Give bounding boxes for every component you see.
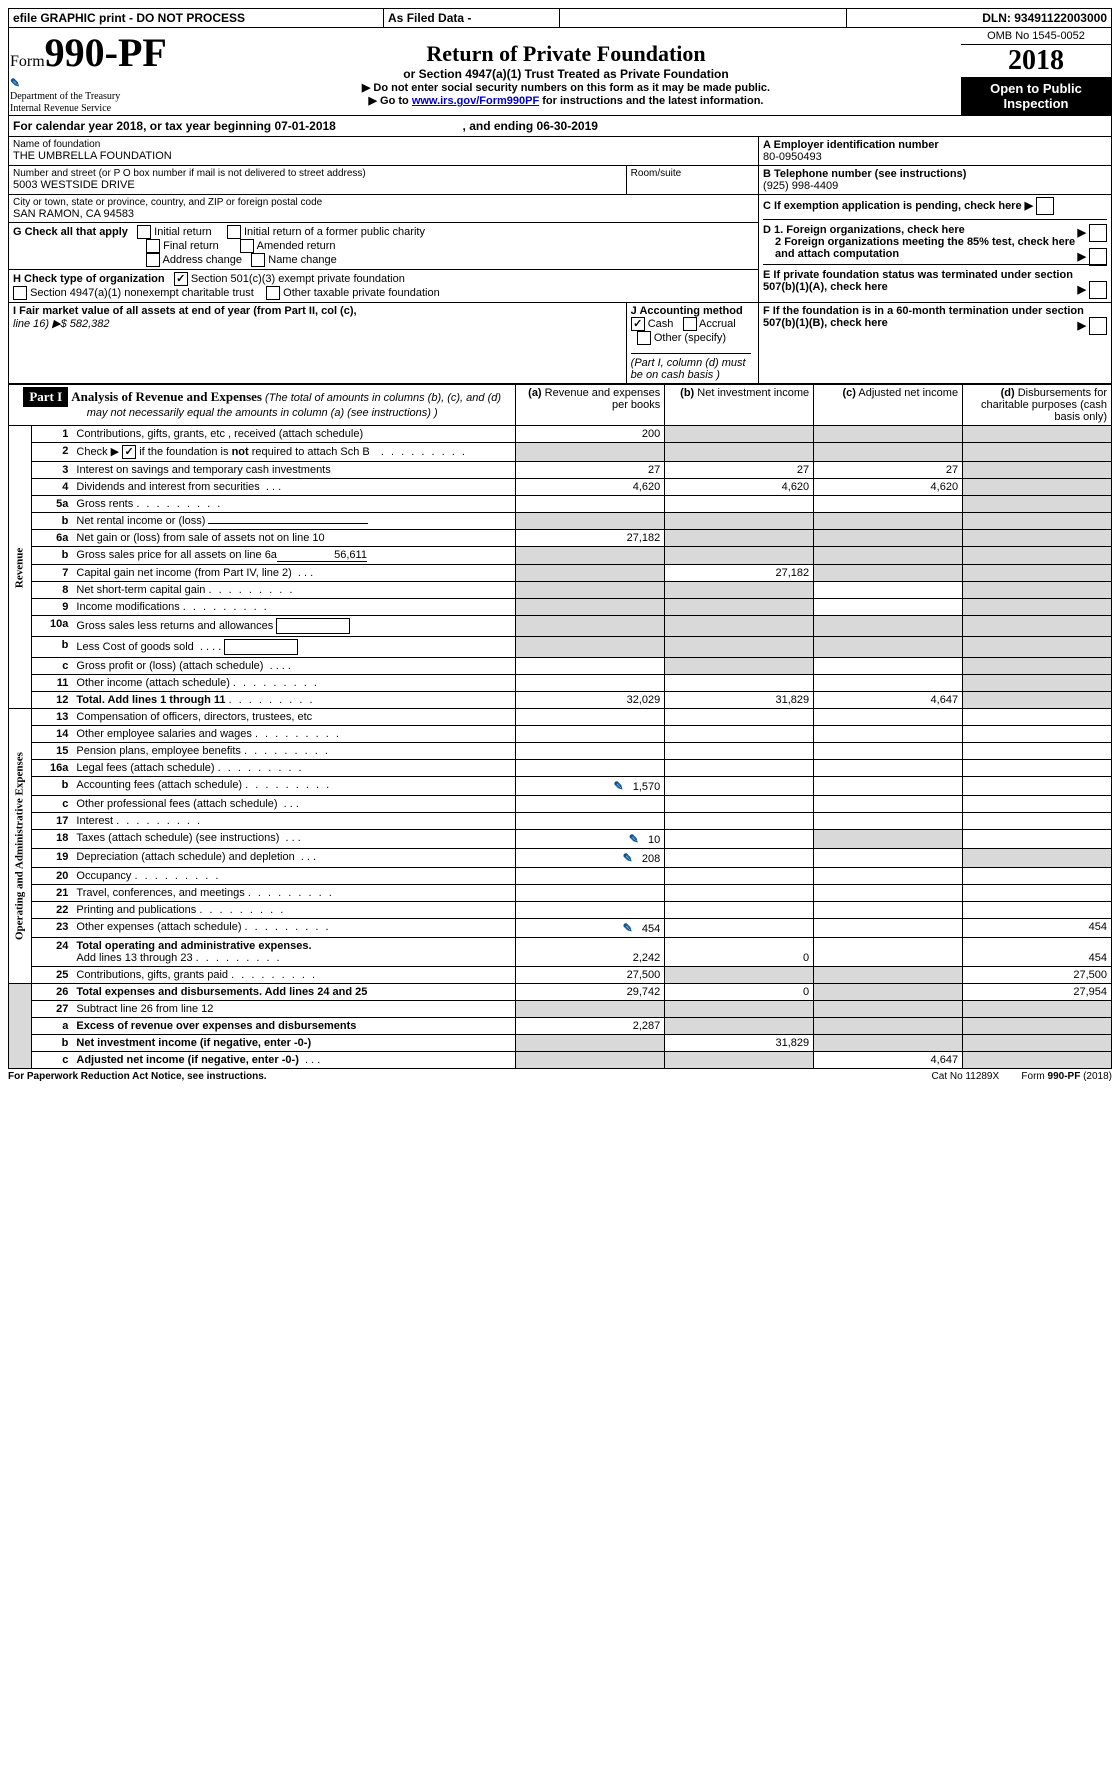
- cal-end: 06-30-2019: [537, 119, 598, 133]
- j-cash-checkbox[interactable]: ✓: [631, 317, 645, 331]
- tel-label: B Telephone number (see instructions): [763, 168, 1107, 180]
- j-cash: Cash: [648, 318, 674, 330]
- col-a: Revenue and expenses per books: [545, 387, 661, 411]
- g-initial: Initial return: [154, 226, 211, 238]
- g-name-checkbox[interactable]: [251, 253, 265, 267]
- h2: Section 4947(a)(1) nonexempt charitable …: [30, 287, 254, 299]
- addr-value: 5003 WESTSIDE DRIVE: [13, 179, 622, 191]
- f-label: F If the foundation is in a 60-month ter…: [763, 305, 1084, 329]
- g-former-checkbox[interactable]: [227, 225, 241, 239]
- j-accrual-checkbox[interactable]: [683, 317, 697, 331]
- instr-link[interactable]: www.irs.gov/Form990PF: [412, 95, 539, 107]
- d1-label: D 1. Foreign organizations, check here: [763, 224, 965, 236]
- footer-left: For Paperwork Reduction Act Notice, see …: [8, 1071, 267, 1082]
- side-revenue: Revenue: [9, 426, 32, 709]
- header-bar: efile GRAPHIC print - DO NOT PROCESS As …: [8, 8, 1112, 28]
- efile-label: efile GRAPHIC print - DO NOT PROCESS: [9, 9, 384, 28]
- part1-title: Analysis of Revenue and Expenses: [71, 389, 262, 404]
- g-name: Name change: [268, 254, 337, 266]
- part1-badge: Part I: [23, 387, 68, 407]
- d2-label: 2 Foreign organizations meeting the 85% …: [775, 236, 1075, 260]
- row-num: 1: [32, 426, 73, 443]
- g-amended: Amended return: [257, 240, 336, 252]
- g-amended-checkbox[interactable]: [240, 239, 254, 253]
- instr-2-pre: ▶ Go to: [369, 95, 412, 107]
- sub-title: or Section 4947(a)(1) Trust Treated as P…: [172, 67, 960, 81]
- h2-checkbox[interactable]: [13, 286, 27, 300]
- form-number: 990-PF: [45, 30, 167, 75]
- attach-icon[interactable]: ✎: [623, 921, 633, 935]
- attach-icon: ✎: [10, 76, 20, 90]
- j-label: J Accounting method: [631, 305, 743, 317]
- j-other-checkbox[interactable]: [637, 331, 651, 345]
- g-initial-checkbox[interactable]: [137, 225, 151, 239]
- open-public: Open to Public Inspection: [961, 77, 1111, 115]
- cal-mid: , and ending: [463, 119, 537, 133]
- d2-checkbox[interactable]: [1089, 248, 1107, 266]
- g-former: Initial return of a former public charit…: [244, 226, 425, 238]
- foundation-name: THE UMBRELLA FOUNDATION: [13, 150, 754, 162]
- addr-label: Number and street (or P O box number if …: [13, 168, 622, 179]
- instr-1: ▶ Do not enter social security numbers o…: [172, 81, 960, 94]
- col-b: Net investment income: [697, 387, 809, 399]
- h1: Section 501(c)(3) exempt private foundat…: [191, 273, 405, 285]
- e-checkbox[interactable]: [1089, 281, 1107, 299]
- city-value: SAN RAMON, CA 94583: [13, 208, 754, 220]
- dept-line-2: Internal Revenue Service: [10, 103, 111, 114]
- row-desc: Contributions, gifts, grants, etc , rece…: [72, 426, 515, 443]
- instr-2-post: for instructions and the latest informat…: [539, 95, 763, 107]
- attach-icon[interactable]: ✎: [629, 832, 639, 846]
- form-prefix: Form: [10, 53, 45, 70]
- footer: For Paperwork Reduction Act Notice, see …: [8, 1069, 1112, 1082]
- part1-table: Part I Analysis of Revenue and Expenses …: [8, 384, 1112, 1069]
- dept-line-1: Department of the Treasury: [10, 91, 120, 102]
- attach-icon[interactable]: ✎: [623, 851, 633, 865]
- attach-icon[interactable]: ✎: [614, 779, 624, 793]
- c-checkbox[interactable]: [1036, 197, 1054, 215]
- h3: Other taxable private foundation: [283, 287, 440, 299]
- footer-mid: Cat No 11289X: [932, 1071, 1000, 1082]
- g-final-checkbox[interactable]: [146, 239, 160, 253]
- j-note: (Part I, column (d) must be on cash basi…: [631, 357, 746, 381]
- col-c: Adjusted net income: [858, 387, 958, 399]
- identification-block: Name of foundation THE UMBRELLA FOUNDATI…: [8, 137, 1112, 384]
- g-addr: Address change: [163, 254, 243, 266]
- i-line: line 16) ▶$ 582,382: [13, 318, 110, 330]
- room-label: Room/suite: [631, 168, 754, 179]
- tax-year: 2018: [961, 45, 1111, 77]
- d1-checkbox[interactable]: [1089, 224, 1107, 242]
- cal-begin: 07-01-2018: [274, 119, 335, 133]
- g-final: Final return: [163, 240, 219, 252]
- side-expenses: Operating and Administrative Expenses: [9, 709, 32, 984]
- e-label: E If private foundation status was termi…: [763, 269, 1073, 293]
- ein-label: A Employer identification number: [763, 139, 1107, 151]
- h-label: H Check type of organization: [13, 273, 165, 285]
- i-label: I Fair market value of all assets at end…: [13, 305, 357, 317]
- j-accrual: Accrual: [699, 318, 736, 330]
- title-block: Form990-PF ✎ Department of the Treasury …: [8, 28, 1112, 116]
- dln-value: 93491122003000: [1014, 11, 1107, 25]
- dln-label: DLN:: [982, 11, 1011, 25]
- main-title: Return of Private Foundation: [172, 41, 960, 67]
- city-label: City or town, state or province, country…: [13, 197, 754, 208]
- ein-value: 80-0950493: [763, 151, 1107, 163]
- j-other: Other (specify): [654, 332, 726, 344]
- cal-pre: For calendar year 2018, or tax year begi…: [13, 119, 274, 133]
- row-val-a: 200: [516, 426, 665, 443]
- tel-value: (925) 998-4409: [763, 180, 1107, 192]
- f-checkbox[interactable]: [1089, 317, 1107, 335]
- name-label: Name of foundation: [13, 139, 754, 150]
- schb-checkbox[interactable]: ✓: [122, 445, 136, 459]
- g-label: G Check all that apply: [13, 226, 128, 238]
- calendar-row: For calendar year 2018, or tax year begi…: [8, 116, 1112, 137]
- omb-number: OMB No 1545-0052: [961, 28, 1111, 45]
- h3-checkbox[interactable]: [266, 286, 280, 300]
- g-addr-checkbox[interactable]: [146, 253, 160, 267]
- c-label: C If exemption application is pending, c…: [763, 200, 1022, 212]
- h1-checkbox[interactable]: ✓: [174, 272, 188, 286]
- asfiled-label: As Filed Data -: [384, 9, 560, 28]
